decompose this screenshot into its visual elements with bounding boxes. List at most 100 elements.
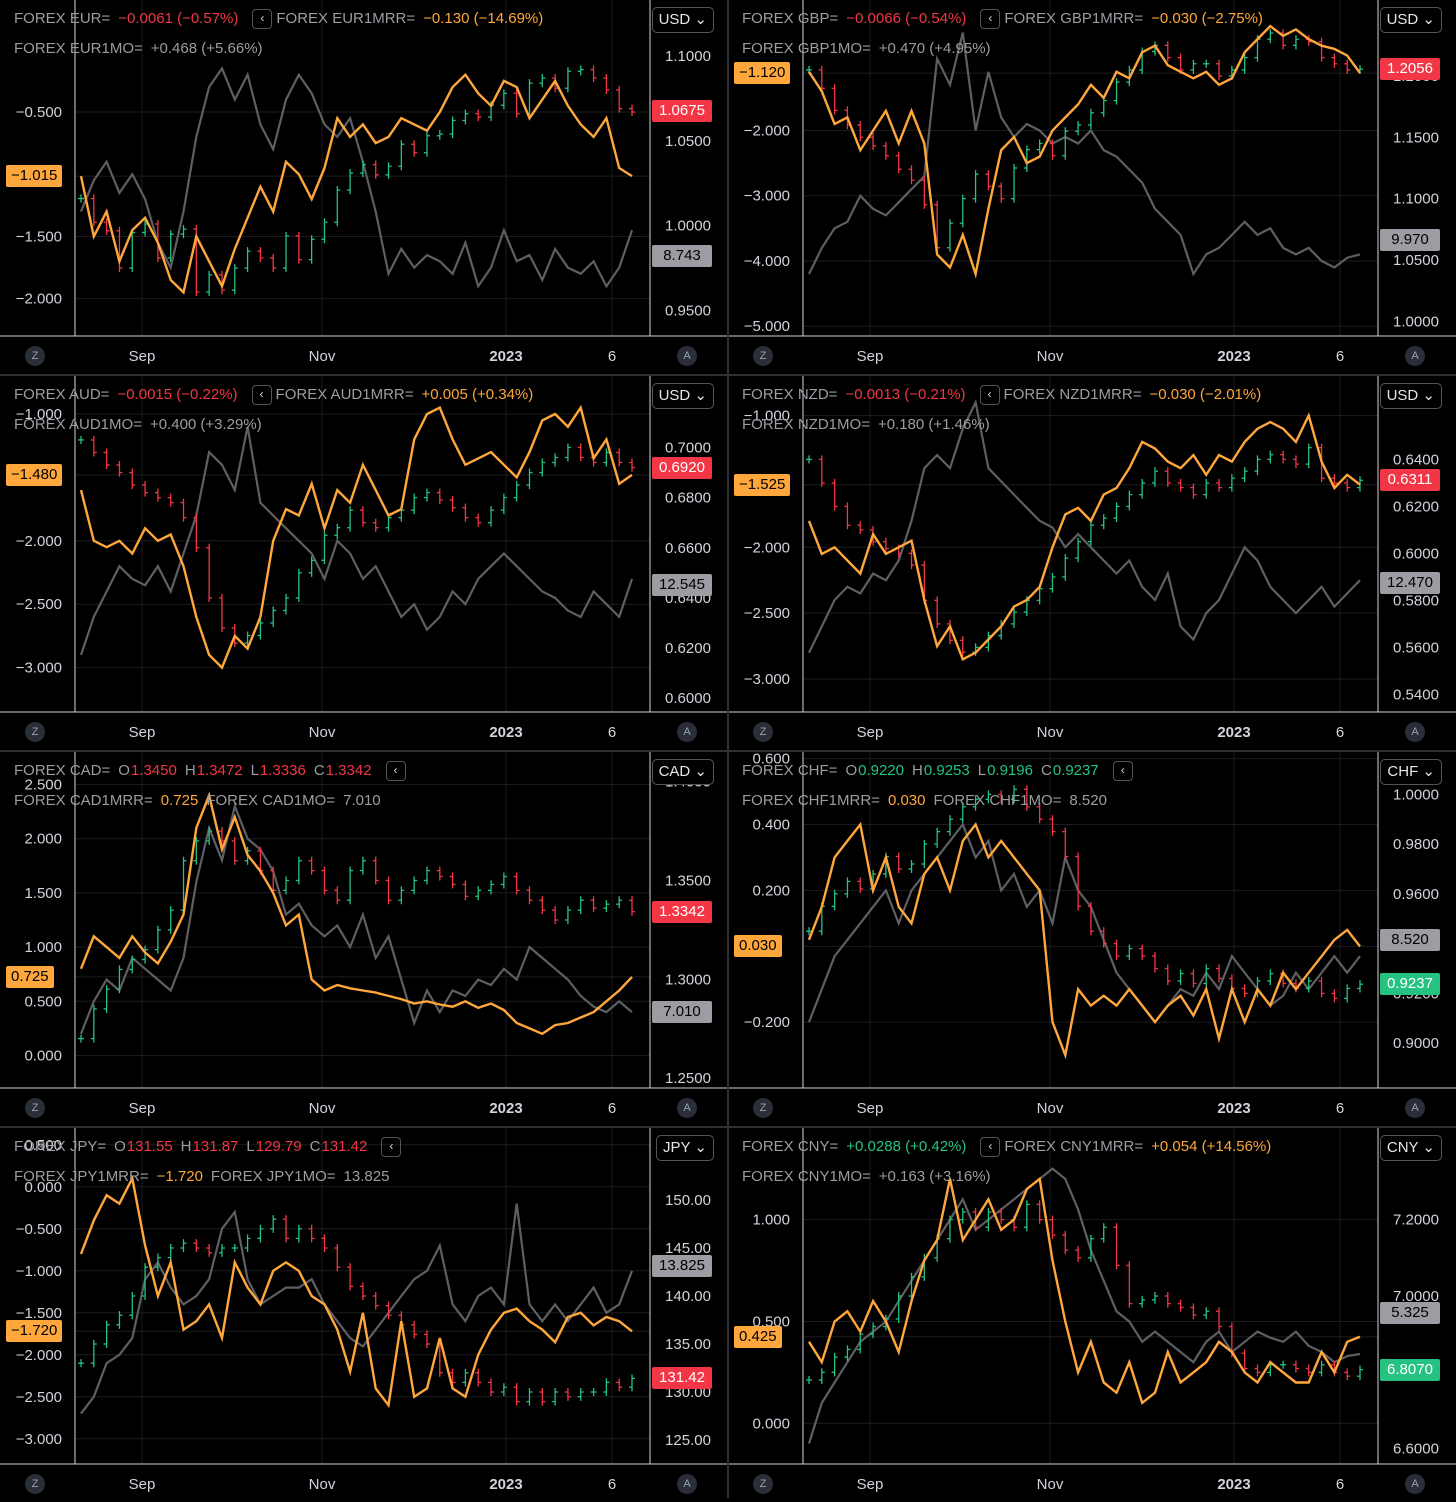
right-tick-label: 1.0000: [665, 218, 711, 235]
chart-svg: −2.000−3.000−4.000−5.0001.25001.20001.15…: [728, 0, 1456, 365]
zoom-reset-button[interactable]: Z: [25, 722, 45, 742]
price-bar: [167, 230, 174, 262]
currency-dropdown[interactable]: USD ⌄: [1379, 383, 1442, 409]
chart-panel-cny[interactable]: 1.000 0.500 0.000 7.2000 7.0000 6.6000 Sep Nov 2…: [728, 1128, 1456, 1502]
auto-scale-button[interactable]: A: [677, 1098, 697, 1118]
legend-text: O: [114, 1138, 126, 1155]
chart-svg: 2.5002.0001.5001.0000.5000.0001.40001.35…: [0, 752, 728, 1117]
left-value-tag: 0.030: [734, 935, 782, 958]
price-bar: [462, 109, 469, 125]
right-tick-label: 125.00: [665, 1432, 711, 1449]
price-bar: [488, 506, 495, 527]
price-bar: [359, 160, 366, 178]
chart-panel-eur[interactable]: −0.500 −1.500 −2.000 1.1000 1.0500 1.0000 0.95…: [0, 0, 728, 374]
price-bar: [857, 521, 864, 534]
legend-text: 1.3450: [130, 762, 177, 779]
zoom-reset-button[interactable]: Z: [25, 1098, 45, 1118]
zoom-reset-button[interactable]: Z: [753, 1474, 773, 1494]
legend-row: FOREX EUR= −0.0061 (−0.57%) ‹ FOREX EUR1MRR…: [14, 4, 551, 34]
legend-row: FOREX CNY1MO= +0.163 (+3.16%): [742, 1162, 1279, 1192]
collapse-legend-button[interactable]: ‹: [385, 761, 406, 782]
time-axis-label: Nov: [309, 1476, 336, 1493]
price-bar: [1151, 952, 1158, 973]
collapse-legend-button[interactable]: ‹: [980, 9, 1001, 30]
time-axis-label: Nov: [1037, 348, 1064, 365]
currency-dropdown[interactable]: USD ⌄: [651, 7, 714, 33]
price-bar: [500, 1383, 507, 1397]
series-cny1mo-line: [807, 1167, 1361, 1444]
zoom-reset-button[interactable]: Z: [25, 346, 45, 366]
zoom-reset-button[interactable]: Z: [25, 1474, 45, 1494]
price-bar: [129, 468, 136, 490]
chart-panel-nzd[interactable]: −1.000 −2.000 −2.500 −3.000 0.6400 0.6200 0.60…: [728, 376, 1456, 750]
price-bar: [1177, 478, 1184, 492]
chart-panel-cad[interactable]: 2.5002.0001.5001.0000.5000.0001.40001.35…: [0, 752, 728, 1126]
price-bar: [295, 856, 302, 885]
time-axis-label: 6: [1336, 348, 1344, 365]
collapse-legend-button[interactable]: ‹: [252, 9, 273, 30]
price-bar: [1318, 976, 1325, 998]
price-bar: [423, 866, 430, 885]
legend-text: +0.470 (+4.95%): [878, 40, 991, 57]
currency-dropdown[interactable]: JPY ⌄: [656, 1135, 714, 1161]
chart-panel-aud[interactable]: −1.000−2.000−2.500−3.0000.72000.70000.68…: [0, 376, 728, 750]
right-tick-label: 1.0500: [665, 133, 711, 150]
legend-text: 129.79: [255, 1138, 302, 1155]
collapse-legend-button[interactable]: ‹: [251, 385, 272, 406]
price-bar: [142, 945, 149, 964]
legend-row: FOREX CNY= +0.0288 (+0.42%) ‹ FOREX CNY1MRR…: [742, 1132, 1279, 1162]
time-axis-label: Sep: [129, 1476, 156, 1493]
right-value-tag: 0.6311: [1380, 469, 1440, 492]
price-bar: [959, 194, 966, 228]
auto-scale-button[interactable]: A: [1405, 1474, 1425, 1494]
chart-panel-jpy[interactable]: 0.500 0.000 −0.500 −1.000 −1.500 −2.000 −2.500…: [0, 1128, 728, 1502]
auto-scale-button[interactable]: A: [1405, 346, 1425, 366]
chart-svg: −0.500 −1.500 −2.000 1.1000 1.0500 1.0000 0.95…: [0, 0, 728, 365]
right-tick-label: 1.0000: [1393, 313, 1439, 330]
left-tick-label: −1.000: [744, 408, 790, 425]
price-bar: [564, 906, 571, 925]
collapse-legend-button[interactable]: ‹: [979, 385, 1000, 406]
legend-row: FOREX NZD= −0.0013 (−0.21%) ‹ FOREX NZD1MRR…: [742, 380, 1269, 410]
collapse-legend-button[interactable]: ‹: [381, 1137, 402, 1158]
price-bar: [1203, 478, 1210, 499]
chart-panel-gbp[interactable]: −2.000−3.000−4.000−5.0001.25001.20001.15…: [728, 0, 1456, 374]
price-bar: [116, 226, 123, 273]
chart-panel-chf[interactable]: 0.600 0.400 0.200 −0.200 1.0000 0.9800 0.9600 0…: [728, 752, 1456, 1126]
price-bar: [334, 523, 341, 540]
price-bar: [959, 802, 966, 824]
panel-divider[interactable]: [727, 0, 729, 1498]
collapse-legend-button[interactable]: ‹: [1112, 761, 1133, 782]
zoom-reset-button[interactable]: Z: [753, 346, 773, 366]
price-bar: [1023, 1200, 1030, 1232]
collapse-legend-button[interactable]: ‹: [980, 1137, 1001, 1158]
price-bar: [103, 1320, 110, 1349]
price-bar: [857, 121, 864, 142]
currency-dropdown[interactable]: CNY ⌄: [1379, 1135, 1442, 1161]
price-bar: [1011, 785, 1018, 804]
price-bar: [946, 815, 953, 836]
price-bar: [244, 247, 251, 273]
price-bar: [1087, 521, 1094, 546]
price-bar: [1344, 1368, 1351, 1381]
currency-dropdown[interactable]: CAD ⌄: [651, 759, 714, 785]
auto-scale-button[interactable]: A: [1405, 722, 1425, 742]
series-cad1mrr-line: [79, 791, 633, 1036]
time-axis-label: 2023: [1217, 348, 1250, 365]
time-axis-label: 6: [608, 348, 616, 365]
price-bar: [78, 1034, 84, 1043]
zoom-reset-button[interactable]: Z: [753, 722, 773, 742]
left-tick-label: −1.000: [16, 406, 62, 423]
auto-scale-button[interactable]: A: [677, 346, 697, 366]
auto-scale-button[interactable]: A: [677, 1474, 697, 1494]
currency-dropdown[interactable]: USD ⌄: [1379, 7, 1442, 33]
price-bar: [334, 1243, 341, 1272]
auto-scale-button[interactable]: A: [1405, 1098, 1425, 1118]
currency-dropdown[interactable]: CHF ⌄: [1380, 759, 1442, 785]
zoom-reset-button[interactable]: Z: [753, 1098, 773, 1118]
legend-text: O: [845, 762, 858, 779]
currency-dropdown[interactable]: USD ⌄: [651, 383, 714, 409]
legend-row: FOREX CAD1MRR= 0.725 FOREX CAD1MO= 7.010: [14, 786, 410, 816]
legend-text: FOREX AUD1MO=: [14, 416, 142, 433]
auto-scale-button[interactable]: A: [677, 722, 697, 742]
